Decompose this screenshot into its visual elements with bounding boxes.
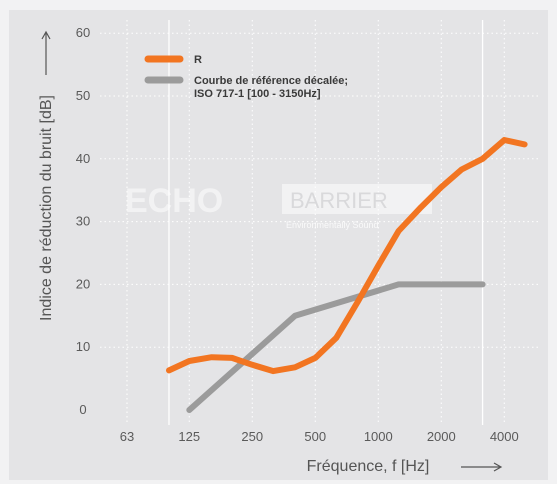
x-tick-label: 1000 [364, 429, 393, 444]
x-tick-label: 250 [241, 429, 263, 444]
x-tick-label: 4000 [490, 429, 519, 444]
y-axis-label: Indice de réduction du bruit [dB] [38, 95, 55, 321]
y-axis-arrow-icon [41, 30, 51, 75]
tick-labels: 0 10 20 30 40 50 60 63 125 250 500 1000 2000 4000 [76, 25, 519, 444]
y-tick-label: 50 [76, 88, 90, 103]
x-tick-label: 125 [178, 429, 200, 444]
watermark: ECHO BARRIER Environmentally Sound [125, 182, 432, 230]
y-tick-label: 30 [76, 214, 90, 229]
x-tick-label: 2000 [427, 429, 456, 444]
legend-label: Courbe de référence décalée; [194, 75, 348, 87]
watermark-box [282, 184, 432, 214]
y-tick-label: 20 [76, 276, 90, 291]
legend: R Courbe de référence décalée;ISO 717-1 [… [144, 54, 348, 100]
legend-label: ISO 717-1 [100 - 3150Hz] [194, 88, 321, 100]
axis-labels: Fréquence, f [Hz] Indice de réduction du … [38, 30, 503, 475]
series-layer [166, 137, 528, 413]
series-line-r [166, 137, 528, 375]
y-tick-label: 10 [76, 339, 90, 354]
watermark-brand2: BARRIER [290, 188, 388, 213]
watermark-tagline: Environmentally Sound [286, 220, 379, 230]
y-tick-label: 0 [79, 402, 86, 417]
x-tick-label: 63 [120, 429, 134, 444]
legend-label: R [194, 54, 202, 66]
y-tick-label: 40 [76, 151, 90, 166]
watermark-brand: ECHO [125, 182, 223, 220]
y-tick-label: 60 [76, 25, 90, 40]
x-axis-arrow-icon [461, 462, 503, 472]
x-tick-label: 500 [304, 429, 326, 444]
plot-background [9, 10, 548, 480]
x-axis-label: Fréquence, f [Hz] [307, 458, 430, 475]
grid [100, 20, 540, 425]
